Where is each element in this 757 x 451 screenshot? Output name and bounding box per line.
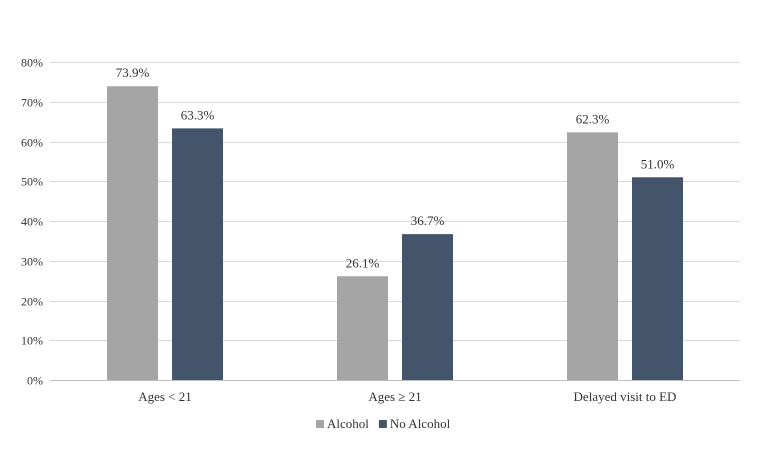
data-label: 51.0%	[641, 156, 675, 171]
x-category-label: Delayed visit to ED	[574, 389, 677, 404]
y-tick-label: 40%	[21, 215, 43, 229]
y-axis-ticks: 0% 10% 20% 30% 40% 50% 60% 70% 80%	[21, 56, 43, 388]
y-tick-label: 80%	[21, 56, 43, 70]
bar-no-alcohol	[632, 177, 683, 380]
bar-alcohol	[567, 132, 618, 380]
y-tick-label: 30%	[21, 255, 43, 269]
legend-swatch	[316, 420, 324, 428]
gridlines	[50, 62, 740, 381]
y-tick-label: 20%	[21, 295, 43, 309]
legend: Alcohol No Alcohol	[316, 416, 451, 431]
y-tick-label: 60%	[21, 136, 43, 150]
y-tick-label: 50%	[21, 175, 43, 189]
data-label: 62.3%	[576, 111, 610, 126]
data-labels: 73.9% 63.3% 26.1% 36.7% 62.3% 51.0%	[116, 65, 675, 270]
bar-alcohol	[337, 276, 388, 380]
y-tick-label: 0%	[27, 374, 43, 388]
data-label: 26.1%	[346, 255, 380, 270]
bar-no-alcohol	[402, 234, 453, 380]
y-tick-label: 10%	[21, 334, 43, 348]
bar-no-alcohol	[172, 128, 223, 380]
data-label: 36.7%	[411, 213, 445, 228]
bar-alcohol	[107, 86, 158, 380]
bars	[107, 86, 683, 380]
x-axis-categories: Ages < 21 Ages ≥ 21 Delayed visit to ED	[138, 389, 676, 404]
y-tick-label: 70%	[21, 96, 43, 110]
data-label: 63.3%	[181, 107, 215, 122]
legend-swatch	[378, 420, 387, 428]
data-label: 73.9%	[116, 65, 150, 80]
legend-label: Alcohol	[327, 416, 369, 431]
legend-label: No Alcohol	[390, 416, 451, 431]
x-category-label: Ages < 21	[138, 389, 192, 404]
x-category-label: Ages ≥ 21	[368, 389, 421, 404]
